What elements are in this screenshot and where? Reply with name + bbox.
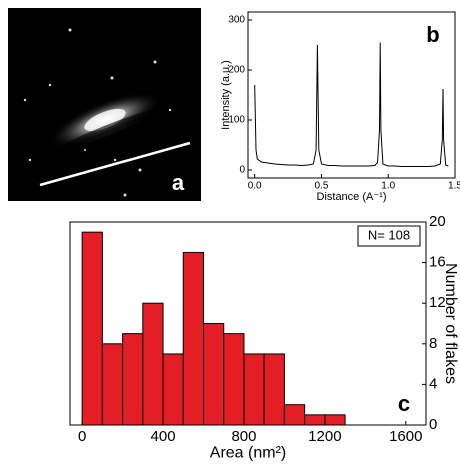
histogram-bar	[283, 404, 306, 426]
panel-label: b	[426, 22, 439, 47]
y-tick-label: 8	[429, 335, 437, 352]
x-axis-label: Distance (A⁻¹)	[317, 191, 387, 203]
histogram-bar	[243, 353, 265, 426]
annotation-box	[357, 225, 421, 247]
panel-label: a	[172, 170, 185, 195]
histogram-bar	[324, 414, 346, 426]
y-tick-label: 0	[239, 165, 245, 176]
histogram-bar	[203, 323, 225, 426]
y-axis-label: Number of flakes	[442, 263, 459, 384]
histogram-bar	[101, 343, 124, 426]
x-tick-label: 1200	[308, 428, 341, 445]
axes-frame	[69, 221, 427, 426]
y-tick-label: 12	[429, 294, 446, 311]
histogram-bar	[182, 251, 204, 426]
x-tick-label: 1.0	[381, 181, 395, 192]
x-tick-label: 800	[231, 428, 256, 445]
histogram-bar	[223, 333, 245, 426]
y-tick-label: 20	[429, 213, 446, 230]
x-tick-label: 0.0	[248, 181, 262, 192]
histogram-bar	[122, 333, 144, 426]
histogram-bar	[304, 414, 326, 426]
y-tick-label: 300	[228, 15, 245, 26]
diffraction-image: a	[8, 8, 201, 201]
y-tick-label: 4	[429, 375, 437, 392]
x-tick-label: 1.5	[448, 181, 460, 192]
y-tick-label: 16	[429, 254, 446, 271]
y-tick-label: 0	[429, 416, 437, 433]
x-tick-label: 1600	[389, 428, 422, 445]
x-tick-label: 400	[151, 428, 176, 445]
histogram-bar	[263, 353, 285, 426]
line-series	[254, 42, 449, 167]
y-tick-label: 100	[228, 115, 245, 126]
y-tick-label: 200	[228, 65, 245, 76]
annotation: N= 108	[368, 227, 410, 242]
histogram-bar	[142, 302, 164, 426]
x-tick-label: 0	[78, 428, 86, 445]
x-tick-label: 0.5	[314, 181, 328, 192]
x-axis-label: Area (nm²)	[210, 445, 286, 462]
panel-label: c	[398, 391, 410, 416]
histogram-bar	[162, 353, 184, 426]
y-axis-label: Intensity (a.u.)	[220, 60, 232, 130]
histogram-bar	[81, 231, 103, 426]
axes-frame	[247, 11, 456, 179]
